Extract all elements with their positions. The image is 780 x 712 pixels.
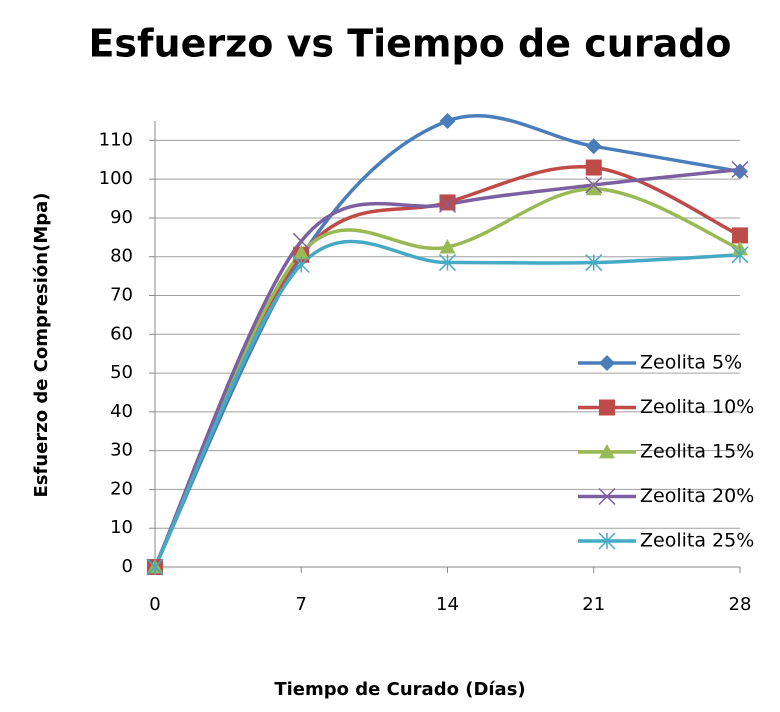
legend-label: Zeolita 10% [640, 396, 754, 418]
x-axis-label: Tiempo de Curado (Días) [274, 679, 525, 700]
legend-label: Zeolita 15% [640, 441, 754, 463]
marker [439, 194, 456, 211]
legend-marker [598, 487, 616, 506]
marker [585, 176, 603, 194]
marker [438, 254, 457, 272]
y-tick-label: 30 [110, 440, 133, 461]
legend-marker [599, 399, 615, 416]
marker [438, 195, 457, 213]
x-tick-label: 7 [296, 594, 307, 615]
y-tick-label: 110 [99, 129, 133, 150]
y-tick-label: 20 [110, 478, 133, 499]
legend-label: Zeolita 20% [640, 485, 754, 507]
marker [732, 163, 748, 180]
y-tick-label: 90 [110, 207, 133, 228]
legend-marker [599, 355, 615, 371]
marker [731, 160, 749, 179]
marker [585, 180, 602, 196]
y-tick-label: 50 [110, 362, 133, 383]
y-tick-label: 60 [110, 323, 133, 344]
marker [292, 232, 310, 250]
marker [731, 246, 749, 264]
y-tick-label: 40 [110, 401, 133, 422]
y-tick-label: 10 [110, 517, 133, 538]
marker [439, 239, 456, 254]
x-tick-label: 14 [436, 594, 459, 615]
series-line [153, 239, 741, 568]
y-tick-label: 100 [99, 168, 133, 189]
legend-label: Zeolita 25% [640, 530, 754, 552]
series-line [153, 167, 741, 568]
y-axis-label: Esfuerzo de Compresión(Mpa) [31, 193, 52, 498]
x-tick-label: 0 [149, 594, 160, 615]
x-tick-label: 28 [729, 594, 752, 615]
marker [293, 244, 310, 260]
legend-marker [599, 444, 615, 459]
marker [292, 255, 310, 274]
marker [146, 558, 164, 576]
marker [732, 227, 748, 244]
marker [585, 159, 602, 176]
legend-label: Zeolita 5% [640, 352, 742, 374]
marker [585, 138, 602, 155]
marker [585, 254, 603, 272]
y-tick-label: 70 [110, 285, 133, 306]
legend-marker [598, 532, 616, 550]
series-line [153, 114, 741, 568]
x-tick-label: 21 [582, 594, 605, 615]
chart-title: Esfuerzo vs Tiempo de curado [88, 22, 731, 66]
y-tick-label: 0 [122, 556, 133, 577]
marker [439, 113, 456, 129]
y-tick-label: 80 [110, 246, 133, 267]
